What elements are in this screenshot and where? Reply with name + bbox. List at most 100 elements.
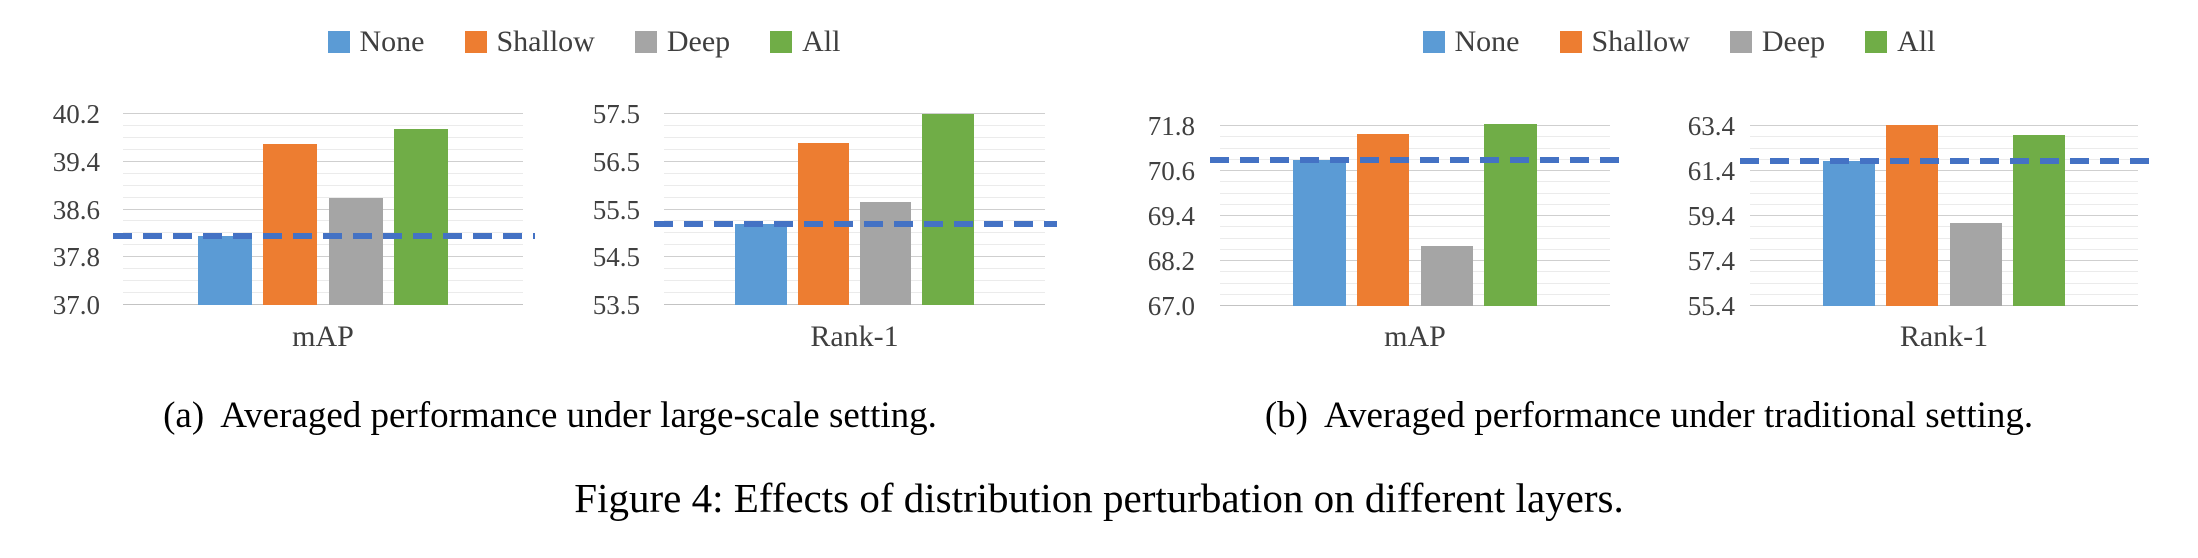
legend-label: All xyxy=(802,25,841,58)
y-axis: 57.5 56.5 55.5 54.5 53.5 xyxy=(545,100,640,319)
legend-item-none: None xyxy=(327,25,425,59)
minor-gridline xyxy=(664,148,1045,150)
legend-swatch-all-icon xyxy=(1865,31,1888,53)
bar-all xyxy=(394,128,449,305)
minor-gridline xyxy=(664,184,1045,186)
x-axis-line xyxy=(1750,305,2138,306)
minor-gridline xyxy=(123,232,523,234)
minor-gridline xyxy=(664,292,1045,294)
bar-shallow xyxy=(1886,124,1939,306)
legend-label: Deep xyxy=(666,25,731,58)
x-axis-line xyxy=(123,304,523,305)
major-gridline xyxy=(1750,170,2138,171)
bar-deep xyxy=(1949,222,2002,306)
bar-deep xyxy=(859,202,912,305)
legend-label: None xyxy=(359,25,425,58)
subcaption-b: (b) Averaged performance under traditiona… xyxy=(1100,394,2198,450)
y-tick-label: 37.0 xyxy=(52,290,100,320)
legend-item-all: All xyxy=(1865,25,1935,59)
baseline-dashed-line xyxy=(1740,157,2150,164)
minor-gridline xyxy=(1220,147,1610,149)
y-tick-label: 63.4 xyxy=(1687,111,1735,141)
minor-gridline xyxy=(1750,282,2138,284)
minor-gridline xyxy=(1220,203,1610,205)
y-tick-label: 71.8 xyxy=(1147,111,1195,141)
minor-gridline xyxy=(1220,226,1610,228)
y-tick-label: 54.5 xyxy=(592,242,640,273)
legend-item-deep: Deep xyxy=(1729,25,1826,59)
major-gridline xyxy=(664,113,1045,114)
legend-swatch-deep-icon xyxy=(634,31,657,53)
y-axis: 63.4 61.4 59.4 57.4 55.4 xyxy=(1640,112,1735,320)
bar-none xyxy=(1822,160,1876,306)
legend-panel-b: None Shallow Deep All xyxy=(1220,20,2138,64)
y-tick-label: 57.5 xyxy=(592,99,640,129)
minor-gridline xyxy=(1220,181,1610,183)
legend-label: All xyxy=(1897,25,1936,58)
legend-item-shallow: Shallow xyxy=(464,25,595,59)
x-axis-label: Rank-1 xyxy=(810,320,899,353)
major-gridline xyxy=(1220,170,1610,171)
minor-gridline xyxy=(664,136,1045,138)
minor-gridline xyxy=(123,280,523,282)
plot-area xyxy=(113,113,535,305)
minor-gridline xyxy=(1750,192,2138,194)
plot-area xyxy=(1740,124,2150,306)
minor-gridline xyxy=(664,232,1045,234)
subcaption-a: (a) Averaged performance under large-scal… xyxy=(0,394,1100,450)
subcaption-a-tag: (a) xyxy=(163,395,205,436)
minor-gridline xyxy=(1750,203,2138,205)
minor-gridline xyxy=(123,244,523,246)
minor-gridline xyxy=(1750,147,2138,149)
y-tick-label: 69.4 xyxy=(1147,201,1195,231)
plot-area xyxy=(1210,124,1622,306)
legend-item-deep: Deep xyxy=(634,25,731,59)
minor-gridline xyxy=(1750,271,2138,273)
bar-all xyxy=(922,114,974,305)
minor-gridline xyxy=(1750,237,2138,239)
minor-gridline xyxy=(1750,248,2138,250)
figure-caption: Figure 4: Effects of distribution pertur… xyxy=(574,475,1624,521)
minor-gridline xyxy=(123,124,523,126)
minor-gridline xyxy=(1750,293,2138,295)
baseline-dashed-line xyxy=(113,233,535,240)
minor-gridline xyxy=(664,244,1045,246)
major-gridline xyxy=(664,160,1045,162)
legend-panel-a: None Shallow Deep All xyxy=(123,20,1045,64)
major-gridline xyxy=(1750,215,2138,216)
major-gridline xyxy=(1750,260,2138,261)
y-tick-label: 39.4 xyxy=(52,146,100,177)
subcaption-a-text: Averaged performance under large-scale s… xyxy=(220,395,937,436)
y-tick-label: 40.2 xyxy=(52,99,100,129)
subcaption-b-tag: (b) xyxy=(1264,395,1308,436)
y-tick-label: 59.4 xyxy=(1687,201,1735,231)
y-tick-label: 67.0 xyxy=(1147,291,1195,321)
minor-gridline xyxy=(664,268,1045,270)
y-tick-label: 38.6 xyxy=(52,194,100,225)
bar-none xyxy=(735,223,787,305)
minor-gridline xyxy=(123,172,523,174)
bar-all xyxy=(1484,124,1537,306)
y-tick-label: 68.2 xyxy=(1147,246,1195,276)
bar-shallow xyxy=(263,143,318,305)
minor-gridline xyxy=(123,196,523,198)
legend-item-shallow: Shallow xyxy=(1559,25,1690,59)
legend-swatch-none-icon xyxy=(327,31,350,53)
minor-gridline xyxy=(1750,136,2138,138)
minor-gridline xyxy=(664,172,1045,174)
legend-label: Shallow xyxy=(496,25,595,58)
major-gridline xyxy=(123,208,523,210)
legend-item-none: None xyxy=(1422,25,1520,59)
minor-gridline xyxy=(1220,271,1610,273)
subcaption-b-text: Averaged performance under traditional s… xyxy=(1323,395,2034,436)
legend-label: Deep xyxy=(1761,25,1826,58)
y-axis: 40.2 39.4 38.6 37.8 37.0 xyxy=(8,100,100,319)
legend-swatch-all-icon xyxy=(770,31,793,53)
y-tick-label: 55.5 xyxy=(592,194,640,225)
legend-label: Shallow xyxy=(1591,25,1690,58)
minor-gridline xyxy=(664,124,1045,126)
major-gridline xyxy=(1750,125,2138,126)
major-gridline xyxy=(664,208,1045,210)
minor-gridline xyxy=(1220,136,1610,138)
legend-swatch-none-icon xyxy=(1422,31,1445,53)
